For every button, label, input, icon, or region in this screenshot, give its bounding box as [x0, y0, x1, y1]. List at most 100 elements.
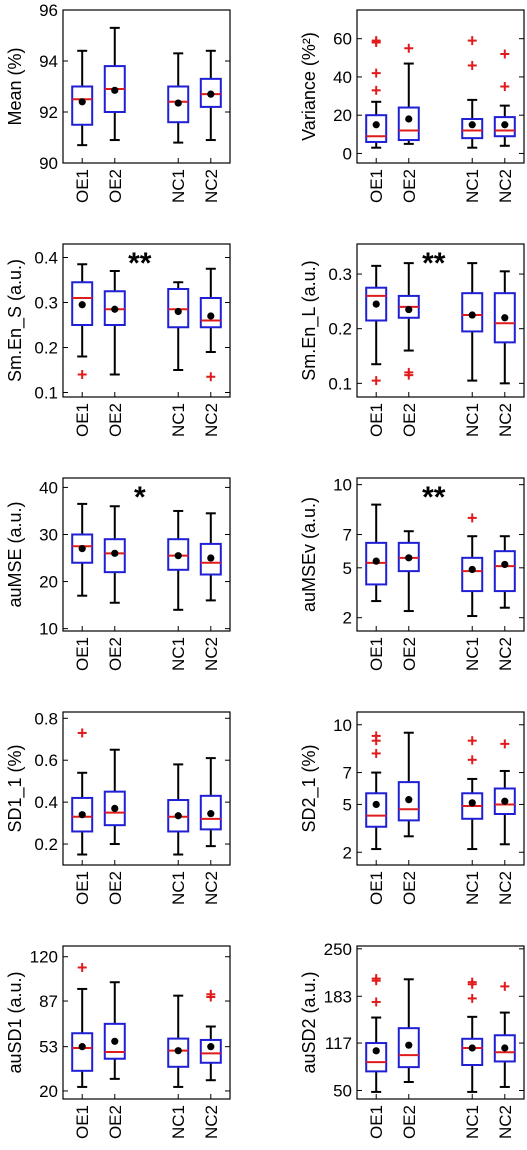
axes-frame	[356, 477, 525, 632]
x-tick-label: NC2	[496, 1105, 515, 1139]
y-axis-label: Mean (%)	[5, 47, 25, 125]
iqr-box	[199, 77, 222, 108]
iqr-box	[461, 292, 484, 333]
y-axis-label: SD1_1 (%)	[5, 744, 26, 832]
x-tick-label: OE1	[367, 169, 386, 203]
mean-marker	[174, 552, 182, 560]
mean-marker	[405, 115, 413, 123]
mean-marker	[207, 554, 215, 562]
y-tick-label: 7	[343, 526, 352, 545]
mean-marker	[372, 121, 380, 129]
x-tick-label: OE1	[367, 637, 386, 671]
iqr-box	[167, 799, 190, 833]
x-tick-label: OE2	[106, 169, 125, 203]
mean-marker	[174, 812, 182, 820]
x-tick-label: NC2	[496, 871, 515, 905]
y-tick-label: 40	[333, 68, 352, 87]
mean-marker	[501, 121, 509, 129]
x-tick-label: NC1	[463, 871, 482, 905]
y-tick-label: 20	[333, 106, 352, 125]
mean-marker	[174, 1047, 182, 1055]
mean-marker	[501, 797, 509, 805]
iqr-box	[461, 1037, 484, 1066]
y-tick-label: 94	[39, 52, 58, 71]
y-tick-label: 92	[39, 103, 58, 122]
y-axis-label: auMSEv (a.u.)	[299, 497, 319, 612]
mean-marker	[405, 1041, 413, 1049]
x-tick-label: NC1	[169, 1105, 188, 1139]
iqr-box	[167, 1037, 190, 1068]
iqr-box	[365, 1042, 388, 1073]
mean-marker	[111, 86, 119, 94]
y-tick-label: 60	[333, 30, 352, 49]
x-tick-label: OE2	[400, 1105, 419, 1139]
y-axis-label: Sm.En_L (a.u.)	[299, 260, 320, 380]
axes-frame	[356, 711, 525, 866]
mean-marker	[111, 804, 119, 813]
y-tick-label: 0.8	[34, 709, 58, 728]
axes-frame	[62, 477, 231, 632]
x-tick-label: NC1	[169, 871, 188, 905]
y-tick-label: 0.1	[34, 384, 58, 403]
axes-frame	[356, 243, 525, 398]
x-tick-label: OE1	[73, 403, 92, 437]
y-tick-label: 0.4	[34, 249, 58, 268]
axes-frame	[62, 711, 231, 866]
y-axis-label: SD2_1 (%)	[299, 744, 320, 832]
y-tick-label: 2	[343, 843, 352, 862]
iqr-box	[71, 281, 94, 326]
significance-annotation: **	[422, 247, 446, 280]
mean-marker	[372, 1047, 380, 1055]
iqr-box	[493, 787, 516, 815]
iqr-box	[365, 792, 388, 828]
y-tick-label: 120	[30, 948, 58, 967]
x-tick-label: NC2	[496, 403, 515, 437]
significance-annotation: *	[134, 481, 146, 514]
y-tick-label: 90	[39, 154, 58, 173]
iqr-box	[167, 538, 190, 571]
y-tick-label: 0.4	[34, 793, 58, 812]
x-tick-label: OE2	[106, 637, 125, 671]
x-tick-label: NC2	[202, 1105, 221, 1139]
mean-marker	[207, 312, 215, 320]
iqr-box	[199, 794, 222, 831]
y-axis-label: Sm.En_S (a.u.)	[5, 259, 26, 382]
iqr-box	[103, 290, 126, 326]
axes-frame	[62, 243, 231, 398]
x-tick-label: OE1	[367, 403, 386, 437]
x-tick-label: OE1	[73, 169, 92, 203]
x-tick-label: NC2	[202, 169, 221, 203]
iqr-box	[167, 288, 190, 329]
x-tick-label: NC2	[202, 403, 221, 437]
iqr-box	[397, 781, 420, 822]
mean-marker	[174, 307, 182, 316]
mean-marker	[468, 799, 476, 807]
mean-marker	[207, 90, 215, 98]
x-tick-label: NC2	[496, 169, 515, 203]
mean-marker	[468, 565, 476, 574]
mean-marker	[405, 305, 413, 314]
y-tick-label: 20	[39, 1082, 58, 1101]
y-tick-label: 2	[343, 609, 352, 628]
x-tick-label: NC1	[169, 637, 188, 671]
x-tick-label: OE2	[400, 871, 419, 905]
y-tick-label: 250	[324, 940, 352, 959]
y-tick-label: 0.3	[34, 294, 58, 313]
iqr-box	[71, 533, 94, 564]
mean-marker	[372, 557, 380, 565]
y-tick-label: 5	[343, 559, 352, 578]
mean-marker	[78, 98, 86, 106]
mean-marker	[111, 305, 119, 313]
iqr-box	[199, 1038, 222, 1064]
mean-marker	[78, 301, 86, 309]
y-tick-label: 0.1	[328, 374, 352, 393]
y-axis-label: auSD1 (a.u.)	[5, 971, 25, 1073]
mean-marker	[468, 121, 476, 129]
iqr-box	[103, 790, 126, 827]
iqr-box	[71, 85, 94, 126]
iqr-box	[365, 114, 388, 143]
x-tick-label: OE2	[106, 403, 125, 437]
iqr-box	[199, 297, 222, 329]
mean-marker	[501, 314, 509, 322]
